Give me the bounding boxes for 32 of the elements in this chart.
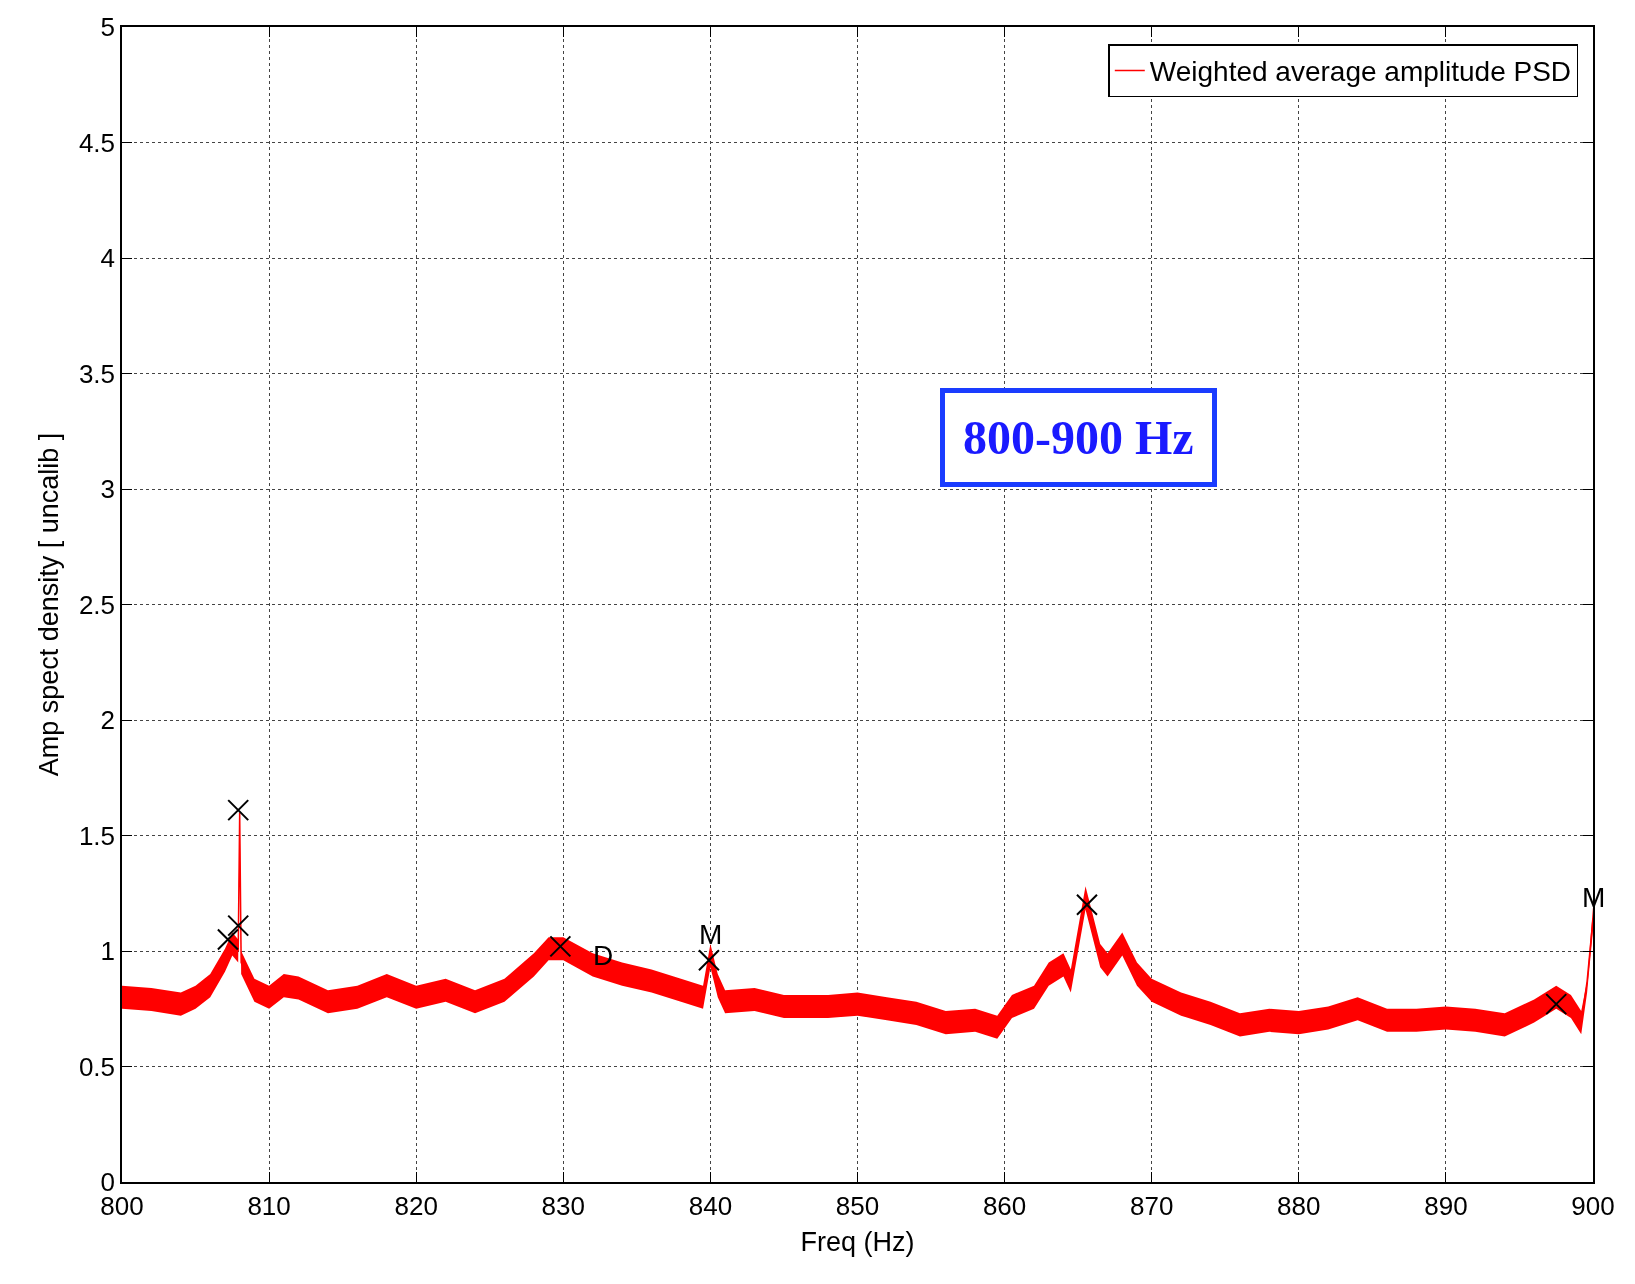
y-tick-label: 2 <box>100 705 116 736</box>
point <box>697 949 720 972</box>
x-axis-title: Freq (Hz) <box>800 1226 915 1257</box>
y-tick-label: 4.5 <box>78 127 116 158</box>
x-tick-label: 890 <box>1424 1190 1468 1221</box>
y-tick-label: 1 <box>100 936 116 967</box>
y-tick-label: 0.5 <box>78 1051 116 1082</box>
annotation: M <box>699 919 723 950</box>
x-tick-label: 850 <box>835 1190 880 1221</box>
point <box>1075 893 1098 916</box>
x-tick-label: 830 <box>541 1190 585 1221</box>
point <box>1545 993 1568 1016</box>
y-tick-label: 3 <box>100 474 116 505</box>
y-tick-label: 4 <box>100 243 116 274</box>
x-tick-label: 860 <box>982 1190 1027 1221</box>
y-axis-title: Amp spect density [ uncalib ] <box>34 432 65 777</box>
annotation: 800-900 Hz <box>963 411 1194 464</box>
legend-label: Weighted average amplitude PSD <box>1149 56 1572 88</box>
y-tick-label: 1.5 <box>78 820 116 851</box>
x-tick-label: 880 <box>1277 1190 1321 1221</box>
x-tick-label: 900 <box>1571 1190 1615 1221</box>
x-tick-label: 840 <box>688 1190 733 1221</box>
point <box>549 935 572 958</box>
point <box>227 914 250 937</box>
x-tick-label: 870 <box>1130 1190 1174 1221</box>
y-tick-label: 3.5 <box>78 358 116 389</box>
y-tick-label: 5 <box>100 12 116 43</box>
point <box>227 799 250 822</box>
y-tick-label: 2.5 <box>78 589 116 620</box>
x-tick-label: 820 <box>394 1190 438 1221</box>
point <box>216 928 239 951</box>
x-tick-label: 810 <box>247 1190 291 1221</box>
